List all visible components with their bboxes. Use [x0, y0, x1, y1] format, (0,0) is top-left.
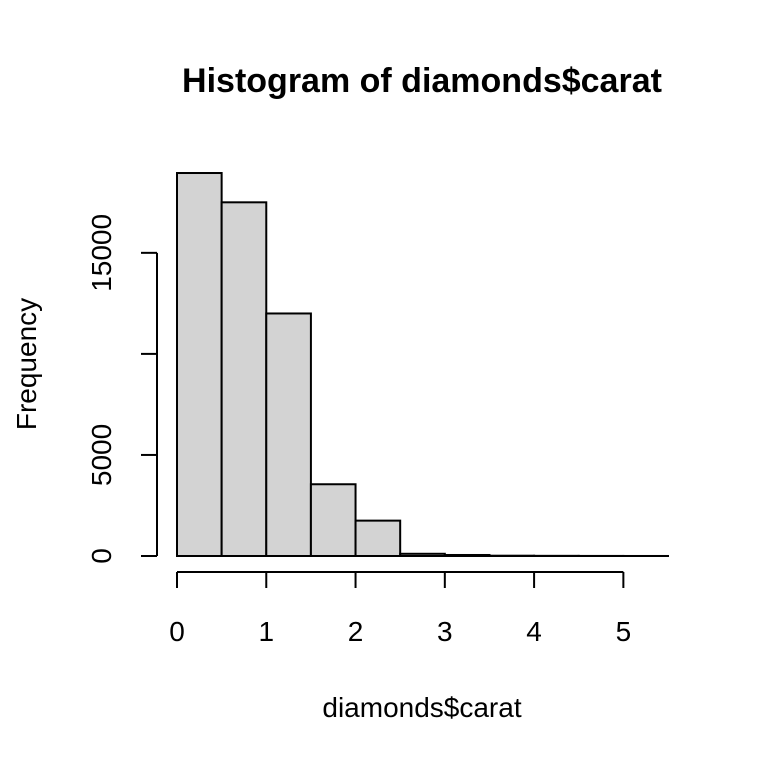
y-axis-label: Frequency	[11, 298, 42, 430]
y-tick-label: 5000	[86, 424, 117, 486]
y-axis: 0 5000 15000	[86, 214, 158, 564]
x-tick-label: 0	[169, 616, 185, 647]
y-tick-label: 15000	[86, 214, 117, 292]
histogram-bar	[309, 483, 357, 557]
x-tick-label: 5	[616, 616, 632, 647]
x-tick-label: 1	[258, 616, 274, 647]
chart-title: Histogram of diamonds$carat	[182, 62, 662, 100]
histogram-bar	[399, 552, 446, 558]
x-axis: 0 1 2 3 4 5	[169, 571, 632, 647]
x-tick-label: 2	[348, 616, 364, 647]
histogram-bar	[265, 312, 312, 558]
x-tick-label: 3	[437, 616, 453, 647]
histogram-bar	[220, 201, 268, 557]
x-axis-label: diamonds$carat	[322, 692, 521, 723]
bars-group	[176, 172, 670, 558]
histogram-bar	[443, 553, 491, 558]
x-tick-label: 4	[526, 616, 542, 647]
histogram-bar	[176, 172, 223, 557]
y-tick-label: 0	[86, 548, 117, 564]
histogram-bar	[354, 519, 402, 558]
